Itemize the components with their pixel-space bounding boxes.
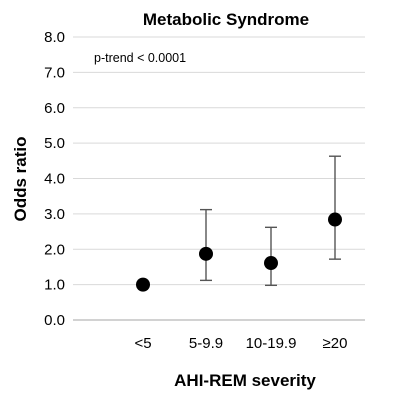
x-axis-label: AHI-REM severity <box>174 371 316 390</box>
chart-title: Metabolic Syndrome <box>143 10 309 29</box>
y-tick-label: 8.0 <box>44 29 65 46</box>
data-point <box>328 212 342 227</box>
data-point <box>136 277 150 292</box>
gridlines <box>73 36 365 321</box>
error-bar <box>200 208 212 282</box>
y-tick-label: 7.0 <box>44 64 65 81</box>
y-tick-label: 5.0 <box>44 135 65 152</box>
y-tick-label: 4.0 <box>44 171 65 188</box>
data-point <box>199 246 213 261</box>
x-tick-label: 10-19.9 <box>246 335 297 352</box>
y-tick-label: 3.0 <box>44 206 65 223</box>
error-bar <box>329 155 341 260</box>
x-tick-label: ≥20 <box>323 335 348 352</box>
y-tick-labels: 0.0 1.0 2.0 3.0 4.0 5.0 6.0 7.0 8.0 <box>44 29 65 329</box>
y-tick-label: 2.0 <box>44 241 65 258</box>
x-tick-label: <5 <box>134 335 151 352</box>
x-tick-labels: <5 5-9.9 10-19.9 ≥20 <box>134 335 347 352</box>
data-point <box>264 256 278 271</box>
x-tick-label: 5-9.9 <box>189 335 223 352</box>
p-trend-annotation: p-trend < 0.0001 <box>94 51 186 65</box>
y-axis-label: Odds ratio <box>11 136 30 221</box>
y-tick-label: 0.0 <box>44 312 65 329</box>
data-points <box>136 212 342 292</box>
y-tick-label: 6.0 <box>44 100 65 117</box>
y-tick-label: 1.0 <box>44 277 65 294</box>
